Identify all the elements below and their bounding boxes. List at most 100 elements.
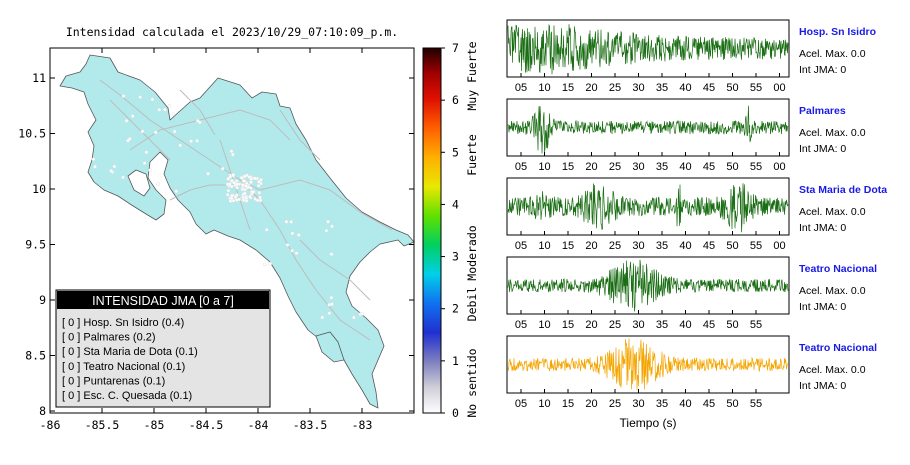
waveform-xtick-label: 30 xyxy=(632,398,644,410)
waveform-xtick-label: 40 xyxy=(679,398,691,410)
station-dot xyxy=(296,233,301,237)
station-dot xyxy=(130,114,135,118)
station-dot xyxy=(352,315,356,320)
waveform-xtick-label: 00 xyxy=(773,240,785,252)
waveform-xtick-label: 30 xyxy=(632,82,644,94)
map-xtick-label: -85.5 xyxy=(85,418,120,432)
waveform-xtick-label: 05 xyxy=(515,398,527,410)
waveform-xtick-label: 25 xyxy=(609,398,621,410)
map-ytick-label: 11 xyxy=(32,71,46,85)
station-dot xyxy=(257,179,261,184)
station-dot xyxy=(171,112,176,117)
station-dot xyxy=(142,161,147,165)
station-dot xyxy=(225,192,230,197)
waveform-xtick-label: 10 xyxy=(538,82,550,94)
station-name: Palmares xyxy=(799,105,846,117)
station-dot xyxy=(247,175,252,179)
waveform-xtick-label: 20 xyxy=(585,161,597,173)
station-dot xyxy=(112,164,117,169)
station-info: Int JMA: 0 xyxy=(799,222,846,234)
station-dot xyxy=(241,198,246,203)
waveform-xtick-label: 55 xyxy=(750,161,762,173)
colorbar-ticks: 7 6 5 4 3 2 1 0 xyxy=(441,41,459,420)
station-dot xyxy=(257,190,262,195)
station-dot xyxy=(157,108,162,112)
station-dot xyxy=(229,196,234,201)
waveform-panel: 05 10 15 20 25 30 35 40 45 50 55 Teatro Nacional Ace… xyxy=(506,256,877,331)
station-dot xyxy=(189,139,193,143)
map-ytick-label: 9.5 xyxy=(25,238,46,252)
station-dot xyxy=(290,248,295,253)
station-dot xyxy=(324,228,329,233)
gulf-of-nicoya xyxy=(127,169,151,197)
station-dot xyxy=(126,138,130,143)
map-xtick-label: -83.5 xyxy=(293,418,328,432)
waveform-trace xyxy=(507,23,789,75)
station-dot xyxy=(93,164,97,169)
station-dot xyxy=(237,197,242,202)
station-dot xyxy=(253,197,257,201)
station-info: Acel. Max. 0.0 xyxy=(799,364,866,376)
waveform-trace xyxy=(507,183,789,233)
station-dot xyxy=(150,97,155,102)
station-dot xyxy=(232,180,236,185)
waveform-xtick-label: 10 xyxy=(538,240,550,252)
station-dot xyxy=(197,120,202,124)
legend-box xyxy=(55,289,271,408)
station-dot xyxy=(140,129,145,134)
colorbar-label: Fuerte xyxy=(465,134,479,176)
map-frame xyxy=(49,47,415,414)
map-ytick-label: 8.5 xyxy=(25,349,46,363)
map-xtick-label: -84.5 xyxy=(189,418,224,432)
station-info: Int JMA: 0 xyxy=(799,64,846,76)
waveform-xtick-label: 35 xyxy=(656,319,668,331)
waveform-trace xyxy=(507,259,789,312)
colorbar-tick-label: 6 xyxy=(452,93,459,107)
legend-row: [ 0 ] Hosp. Sn Isidro (0.4) xyxy=(62,317,184,329)
waveform-xtick-label: 20 xyxy=(585,319,597,331)
station-dot xyxy=(156,182,160,186)
waveform-xtick-label: 05 xyxy=(515,82,527,94)
station-dot xyxy=(262,262,267,267)
waveform-trace xyxy=(507,105,789,154)
waveform-panel: 05 10 15 20 25 30 35 40 45 50 55 00 Hosp. Sn Isidro A… xyxy=(506,19,876,94)
waveform-xtick-label: 25 xyxy=(609,319,621,331)
station-info: Acel. Max. 0.0 xyxy=(799,48,866,60)
map-ytick-label: 10 xyxy=(32,182,46,196)
station-dot xyxy=(327,311,332,315)
waveform-xtick-label: 40 xyxy=(679,161,691,173)
waveform-xtick-label: 20 xyxy=(585,240,597,252)
station-dot xyxy=(294,251,299,255)
waveform-xtick-label: 00 xyxy=(773,82,785,94)
waveform-panel: 05 10 15 20 25 30 35 40 45 50 55 00 Palmares Acel. Ma… xyxy=(506,98,866,173)
waveform-xtick-label: 30 xyxy=(632,319,644,331)
waveform-panel: 05 10 15 20 25 30 35 40 45 50 55 00 Sta Maria de Dot… xyxy=(506,177,887,252)
legend-row: [ 0 ] Palmares (0.2) xyxy=(62,332,156,344)
legend-row: [ 0 ] Teatro Nacional (0.1) xyxy=(62,361,185,373)
waveform-xtick-label: 45 xyxy=(703,161,715,173)
station-dot xyxy=(320,315,325,320)
station-dot xyxy=(258,195,262,200)
station-dot xyxy=(144,150,149,155)
colorbar-label: Moderado xyxy=(465,225,479,280)
station-dot xyxy=(253,176,257,181)
station-dot xyxy=(227,182,232,186)
station-dot xyxy=(330,302,334,306)
station-markers xyxy=(91,94,365,320)
station-dot xyxy=(326,219,330,224)
station-dot xyxy=(124,118,129,123)
intensity-legend: INTENSIDAD JMA [0 a 7] [ 0 ] Hosp. Sn Is… xyxy=(55,289,271,408)
waveform-xtick-label: 50 xyxy=(726,398,738,410)
station-dot xyxy=(290,231,295,236)
waveform-xtick-label: 55 xyxy=(750,240,762,252)
station-dot xyxy=(329,295,334,300)
map-xtick-label: -83 xyxy=(352,418,373,432)
station-dot xyxy=(330,224,334,229)
waveform-xtick-label: 45 xyxy=(703,82,715,94)
station-dot xyxy=(231,152,235,157)
station-dot xyxy=(256,183,261,188)
waveform-xtick-label: 30 xyxy=(632,240,644,252)
legend-title: INTENSIDAD JMA [0 a 7] xyxy=(92,294,234,308)
station-dot xyxy=(285,243,290,247)
